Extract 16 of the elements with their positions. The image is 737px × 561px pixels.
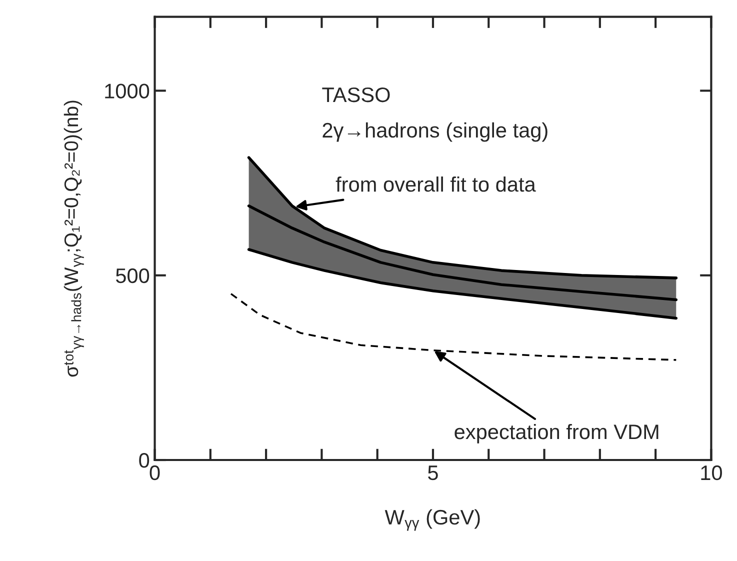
line-series bbox=[247, 204, 678, 302]
x-tick-label: 5 bbox=[428, 466, 438, 480]
y-tick-label: 500 bbox=[116, 268, 150, 284]
annotation: expectation from VDM bbox=[454, 424, 658, 444]
annotation: TASSO bbox=[322, 87, 390, 102]
x-axis-title: W$_{γγ}$ (GeV) bbox=[384, 509, 480, 531]
line-series bbox=[230, 292, 678, 361]
annotation: from overall fit to data bbox=[336, 176, 536, 192]
y-axis-title: σᵗᵒᵗ$_{γγ→hads}$(W$_{γγ}$;Q₁²=0,Q₂²=0)(nb) bbox=[64, 100, 84, 377]
x-tick-label: 10 bbox=[701, 465, 722, 480]
line-series bbox=[247, 248, 678, 320]
y-tick-label: 1000 bbox=[105, 84, 150, 98]
x-tick-label: 0 bbox=[150, 465, 160, 480]
y-tick-label: 0 bbox=[139, 453, 150, 468]
annotation: 2γ→hadrons (single tag) bbox=[322, 122, 548, 142]
line-series bbox=[247, 156, 678, 280]
